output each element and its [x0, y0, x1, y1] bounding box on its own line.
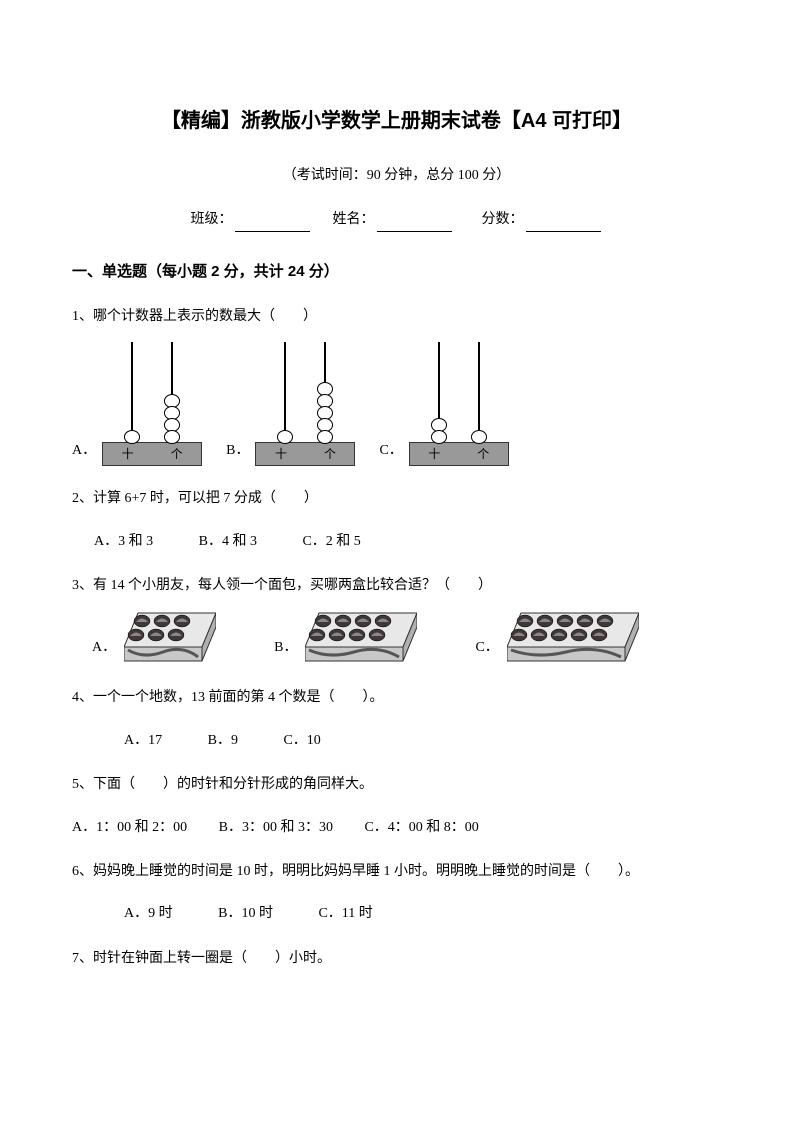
- question-1: 1、哪个计数器上表示的数最大（ ） A． 十个 B． 十个 C． 十个: [72, 306, 721, 466]
- question-text: 6、妈妈晚上睡觉的时间是 10 时，明明比妈妈早睡 1 小时。明明晚上睡觉的时间…: [72, 861, 721, 883]
- option-c: C．10: [283, 733, 320, 748]
- bread-option-a: A．: [72, 611, 216, 665]
- question-7: 7、时针在钟面上转一圈是（ ）小时。: [72, 948, 721, 970]
- abacus-option-b: B． 十个: [226, 342, 355, 466]
- question-4: 4、一个一个地数，13 前面的第 4 个数是（ ）。 A．17 B．9 C．10: [72, 687, 721, 752]
- option-c: C．11 时: [318, 906, 372, 921]
- exam-info: （考试时间：90 分钟，总分 100 分）: [72, 165, 721, 187]
- bread-option-c: C．: [455, 611, 638, 665]
- bread-box-icon: [305, 611, 417, 665]
- bread-box-icon: [124, 611, 216, 665]
- question-5: 5、下面（ ）的时针和分针形成的角同样大。 A．1：00 和 2：00 B．3：…: [72, 774, 721, 839]
- options: A．17 B．9 C．10: [72, 730, 721, 752]
- abacus-icon: 十个: [409, 342, 509, 466]
- fill-line: 班级： 姓名： 分数：: [72, 209, 721, 231]
- question-text: 3、有 14 个小朋友，每人领一个面包，买哪两盒比较合适？（ ）: [72, 575, 721, 597]
- abacus-icon: 十个: [255, 342, 355, 466]
- class-blank: [235, 216, 310, 232]
- abacus-option-c: C． 十个: [379, 342, 508, 466]
- options: A．1：00 和 2：00 B．3：00 和 3：30 C．4：00 和 8：0…: [72, 817, 721, 839]
- option-b: B．9: [208, 733, 238, 748]
- option-a: A．9 时: [124, 906, 173, 921]
- question-text: 5、下面（ ）的时针和分针形成的角同样大。: [72, 774, 721, 796]
- options: A．9 时 B．10 时 C．11 时: [72, 903, 721, 925]
- option-label: B．: [254, 637, 297, 665]
- option-label: C．: [455, 637, 498, 665]
- option-a: A．17: [124, 733, 162, 748]
- option-label: B．: [226, 440, 249, 466]
- abacus-row: A． 十个 B． 十个 C． 十个: [72, 342, 721, 466]
- bread-box-icon: [507, 611, 639, 665]
- abacus-option-a: A． 十个: [72, 342, 202, 466]
- question-2: 2、计算 6+7 时，可以把 7 分成（ ） A．3 和 3 B．4 和 3 C…: [72, 488, 721, 553]
- option-label: C．: [379, 440, 402, 466]
- option-a: A．1：00 和 2：00: [72, 820, 187, 835]
- option-a: A．3 和 3: [94, 534, 153, 549]
- question-text: 7、时针在钟面上转一圈是（ ）小时。: [72, 948, 721, 970]
- option-label: A．: [72, 440, 96, 466]
- score-blank: [526, 216, 601, 232]
- options: A．3 和 3 B．4 和 3 C．2 和 5: [72, 531, 721, 553]
- option-b: B．10 时: [218, 906, 273, 921]
- abacus-icon: 十个: [102, 342, 202, 466]
- option-c: C．2 和 5: [302, 534, 360, 549]
- option-c: C．4：00 和 8：00: [364, 820, 478, 835]
- question-text: 1、哪个计数器上表示的数最大（ ）: [72, 306, 721, 328]
- option-b: B．3：00 和 3：30: [219, 820, 333, 835]
- question-text: 2、计算 6+7 时，可以把 7 分成（ ）: [72, 488, 721, 510]
- score-label: 分数：: [482, 212, 524, 227]
- bread-row: A． B． C．: [72, 611, 721, 665]
- page-title: 【精编】浙教版小学数学上册期末试卷【A4 可打印】: [72, 105, 721, 137]
- name-blank: [377, 216, 452, 232]
- name-label: 姓名：: [333, 212, 375, 227]
- section-header: 一、单选题（每小题 2 分，共计 24 分）: [72, 260, 721, 284]
- bread-option-b: B．: [254, 611, 417, 665]
- option-label: A．: [72, 637, 116, 665]
- question-3: 3、有 14 个小朋友，每人领一个面包，买哪两盒比较合适？（ ） A． B． C…: [72, 575, 721, 665]
- question-6: 6、妈妈晚上睡觉的时间是 10 时，明明比妈妈早睡 1 小时。明明晚上睡觉的时间…: [72, 861, 721, 926]
- option-b: B．4 和 3: [199, 534, 257, 549]
- class-label: 班级：: [191, 212, 233, 227]
- question-text: 4、一个一个地数，13 前面的第 4 个数是（ ）。: [72, 687, 721, 709]
